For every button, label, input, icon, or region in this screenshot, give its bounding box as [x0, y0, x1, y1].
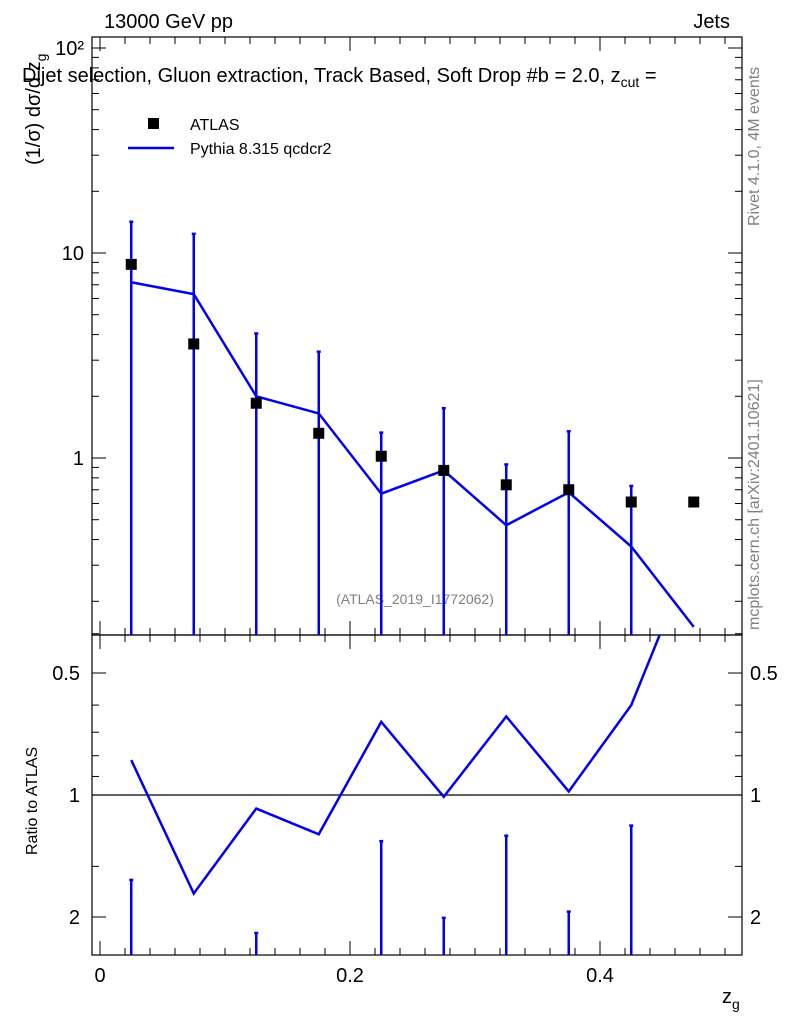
main-ytick-label: 1: [73, 448, 84, 470]
legend-atlas-label: ATLAS: [190, 117, 240, 134]
ratio-line: [130, 635, 662, 896]
analysis-watermark: (ATLAS_2019_I1772062): [336, 591, 494, 607]
atlas-data-point: [250, 397, 262, 409]
plot-title-main: Dijet selection, Gluon extraction, Track…: [22, 65, 621, 87]
x-tick-label: 0: [94, 965, 105, 987]
header-left: 13000 GeV pp: [104, 11, 233, 33]
main-plot-area: [125, 220, 700, 635]
ratio-ytick-label-left: 2: [69, 907, 80, 929]
atlas-data-point: [125, 258, 137, 270]
plot-title-sub: cut: [620, 74, 640, 90]
main-ylabel: (1/σ) dσ/d zg: [23, 54, 49, 165]
ratio-ytick-label-right: 0.5: [750, 663, 778, 685]
plot-title-tail: =: [639, 65, 657, 87]
x-axis-label-sub: g: [732, 996, 740, 1012]
plot-title: Dijet selection, Gluon extraction, Track…: [22, 66, 657, 89]
x-tick-label: 0.2: [336, 965, 364, 987]
ratio-ytick-label-right: 2: [750, 907, 761, 929]
atlas-data-point: [500, 479, 512, 491]
main-ylabel-main: (1/σ) dσ/d z: [23, 61, 45, 165]
main-ytick-label: 10: [62, 243, 84, 265]
mc-line: [131, 281, 695, 628]
ratio-ylabel: Ratio to ATLAS: [24, 747, 41, 855]
legend-atlas-marker: [148, 118, 159, 129]
x-tick-label: 0.4: [586, 965, 614, 987]
atlas-data-point: [563, 484, 575, 496]
main-ytick-label: 10²: [55, 38, 84, 60]
atlas-data-point: [688, 496, 700, 508]
atlas-data-point: [313, 427, 325, 439]
atlas-data-point: [625, 496, 637, 508]
x-axis-label-main: z: [722, 986, 732, 1008]
ratio-ytick-label-left: 0.5: [52, 663, 80, 685]
legend-mc-label: Pythia 8.315 qcdcr2: [190, 141, 332, 158]
ratio-ytick-label-right: 1: [750, 785, 761, 807]
atlas-data-point: [375, 450, 387, 462]
main-ylabel-sub: g: [33, 54, 49, 62]
atlas-data-point: [188, 338, 200, 350]
header-right: Jets: [693, 11, 730, 33]
ratio-plot-area: [92, 635, 742, 955]
x-axis-label: zg: [722, 986, 740, 1012]
atlas-data-point: [438, 464, 450, 476]
ratio-ytick-label-left: 1: [69, 785, 80, 807]
